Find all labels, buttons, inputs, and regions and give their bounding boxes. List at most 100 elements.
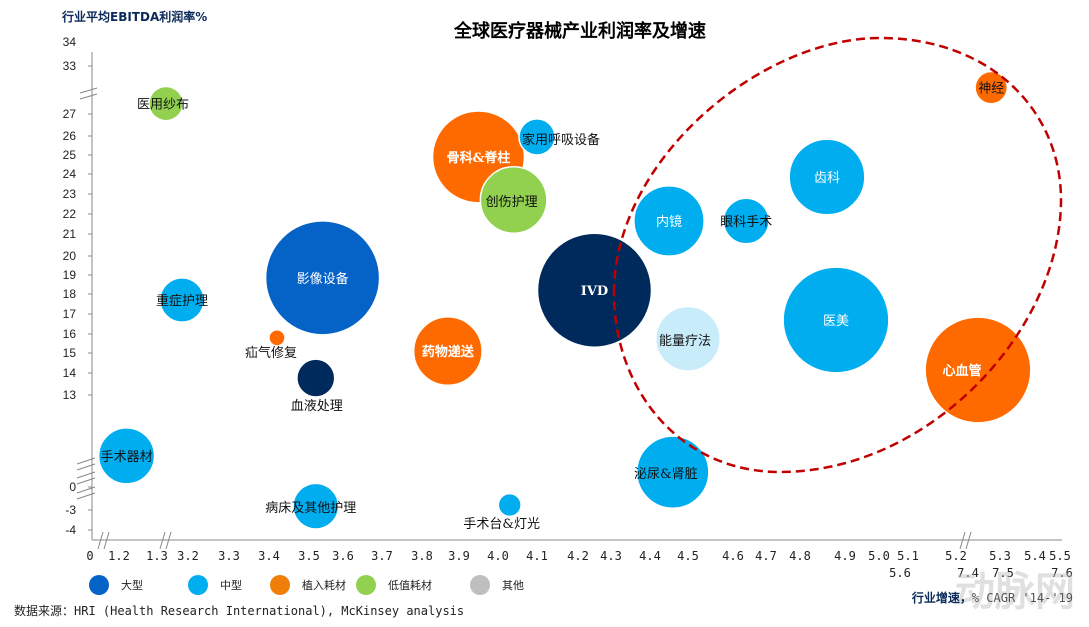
watermark: 动脉网 <box>955 569 1075 615</box>
legend: 大型 中型 植入耗材 低值耗材 其他 <box>89 575 524 595</box>
y-tick-label: 19 <box>63 268 77 282</box>
bubble-齿科: 齿科 <box>788 138 866 216</box>
bubble-circle <box>268 328 286 347</box>
bubble-label: IVD <box>581 284 608 299</box>
bubble-疝气修复: 疝气修复 <box>245 328 297 361</box>
y-tick-label: 20 <box>63 249 77 263</box>
legend-label: 中型 <box>220 578 242 592</box>
bubble-重症护理: 重症护理 <box>156 277 208 323</box>
x-tick-label: 4.8 <box>789 549 811 563</box>
bubble-影像设备: 影像设备 <box>264 220 381 336</box>
x-tick-label: 4.1 <box>526 549 548 563</box>
bubble-label: 影像设备 <box>297 271 349 287</box>
x-ticks: 0 1.2 1.3 3.2 3.3 3.4 3.5 3.6 3.7 3.8 3.9 4.0 4.1 4.2… <box>86 549 1072 580</box>
bubble-label: 内镜 <box>656 214 682 230</box>
x-tick-label: 4.4 <box>639 549 661 563</box>
x-tick-label: 4.7 <box>755 549 777 563</box>
bubble-能量疗法: 能量疗法 <box>655 305 721 372</box>
y-tick-label: 34 <box>63 35 77 49</box>
y-tick-label: 26 <box>63 129 77 143</box>
bubble-label: 泌尿&肾脏 <box>634 467 698 482</box>
x-axis-title-bold: 行业增速， <box>911 590 972 605</box>
legend-label: 植入耗材 <box>302 578 346 592</box>
bubble-circle <box>722 197 770 245</box>
bubble-label: 血液处理 <box>291 399 343 414</box>
x-tick-label: 3.6 <box>332 549 354 563</box>
bubble-circle <box>159 277 205 323</box>
bubble-心血管: 心血管 <box>924 316 1032 424</box>
legend-marker <box>356 575 376 595</box>
bubble-label: 手术台&灯光 <box>463 517 540 532</box>
bubble-circle <box>924 316 1032 424</box>
x-tick-label: 5.2 <box>945 549 967 563</box>
y-axis-title: 行业平均EBITDA利润率% <box>61 9 207 24</box>
bubble-血液处理: 血液处理 <box>291 358 343 414</box>
x-tick-label: 4.2 <box>567 549 589 563</box>
axes: 34332726252423222120191817161514130-3-4 … <box>63 35 1073 580</box>
x-tick-label: 3.9 <box>448 549 470 563</box>
y-tick-label: 17 <box>63 307 77 321</box>
y-tick-label: 18 <box>63 287 77 301</box>
source-note: 数据来源：HRI (Health Research International)… <box>14 603 464 618</box>
bubble-手术器材: 手术器材 <box>97 427 156 485</box>
bubble-circle <box>974 70 1009 105</box>
x-tick-label: 1.2 <box>108 549 130 563</box>
y-tick-label: 24 <box>63 167 77 181</box>
x-tick-label: 5.4 <box>1024 549 1046 563</box>
axis-break-marks <box>76 87 972 550</box>
bubble-神经: 神经 <box>974 70 1009 105</box>
bubble-家用呼吸设备: 家用呼吸设备 <box>518 118 600 156</box>
bubble-病床及其他护理: 病床及其他护理 <box>265 482 356 530</box>
bubble-circle <box>518 118 556 156</box>
bubble-泌尿&肾脏: 泌尿&肾脏 <box>634 435 710 509</box>
bubble-circle <box>536 232 653 348</box>
bubble-label: 骨科&脊柱 <box>447 150 511 166</box>
x-tick-label: 3.4 <box>258 549 280 563</box>
bubble-label: 重症护理 <box>156 293 208 309</box>
x-tick-label-row2: 7.5 <box>992 566 1014 580</box>
x-tick-label: 3.5 <box>298 549 320 563</box>
bubble-内镜: 内镜 <box>633 185 705 257</box>
y-tick-label: 22 <box>63 207 77 221</box>
bubble-label: 心血管 <box>942 363 981 379</box>
x-tick-label: 3.8 <box>411 549 433 563</box>
bubble-circle <box>782 266 890 374</box>
bubble-label: 眼科手术 <box>720 215 772 230</box>
y-tick-label: 13 <box>63 388 77 402</box>
y-tick-label: 16 <box>63 327 77 341</box>
x-tick-label: 4.0 <box>487 549 509 563</box>
legend-marker <box>470 575 490 595</box>
bubble-医用纱布: 医用纱布 <box>137 85 189 122</box>
legend-marker <box>188 575 208 595</box>
legend-marker <box>270 575 290 595</box>
x-tick-label: 5.5 <box>1049 549 1071 563</box>
bubble-circle <box>479 166 548 234</box>
y-tick-label: 23 <box>63 187 77 201</box>
x-tick-label: 4.5 <box>677 549 699 563</box>
bubble-创伤护理: 创伤护理 <box>479 166 548 234</box>
legend-label: 其他 <box>502 579 524 592</box>
y-tick-label: 33 <box>63 59 77 73</box>
y-ticks: 34 33 27 26 25 24 23 22 21 20 19 18 17 16 15 14 13 0 -3 -4 <box>63 35 92 537</box>
y-tick-label: -3 <box>65 503 76 517</box>
x-tick-label: 4.9 <box>834 549 856 563</box>
x-axis-title: 行业增速，% CAGR '14-'19 <box>911 590 1073 605</box>
bubble-circle <box>788 138 866 216</box>
y-tick-label: -4 <box>65 523 76 537</box>
bubble-circle <box>296 358 336 398</box>
bubble-label: 医用纱布 <box>137 98 189 113</box>
bubble-IVD: IVD <box>536 232 653 348</box>
x-tick-label: 5.1 <box>897 549 919 563</box>
x-tick-label: 5.0 <box>868 549 890 563</box>
bubble-circle <box>97 427 156 485</box>
bubble-circle <box>264 220 381 336</box>
bubble-label: 神经 <box>978 82 1004 97</box>
legend-label: 低值耗材 <box>388 578 432 592</box>
x-tick-label: 0 <box>86 549 93 563</box>
bubble-circle <box>636 435 710 509</box>
bubble-label: 手术器材 <box>101 450 153 465</box>
highlight-ellipse <box>612 36 1063 474</box>
y-tick-label: 14 <box>63 366 77 380</box>
legend-label: 大型 <box>121 578 143 592</box>
